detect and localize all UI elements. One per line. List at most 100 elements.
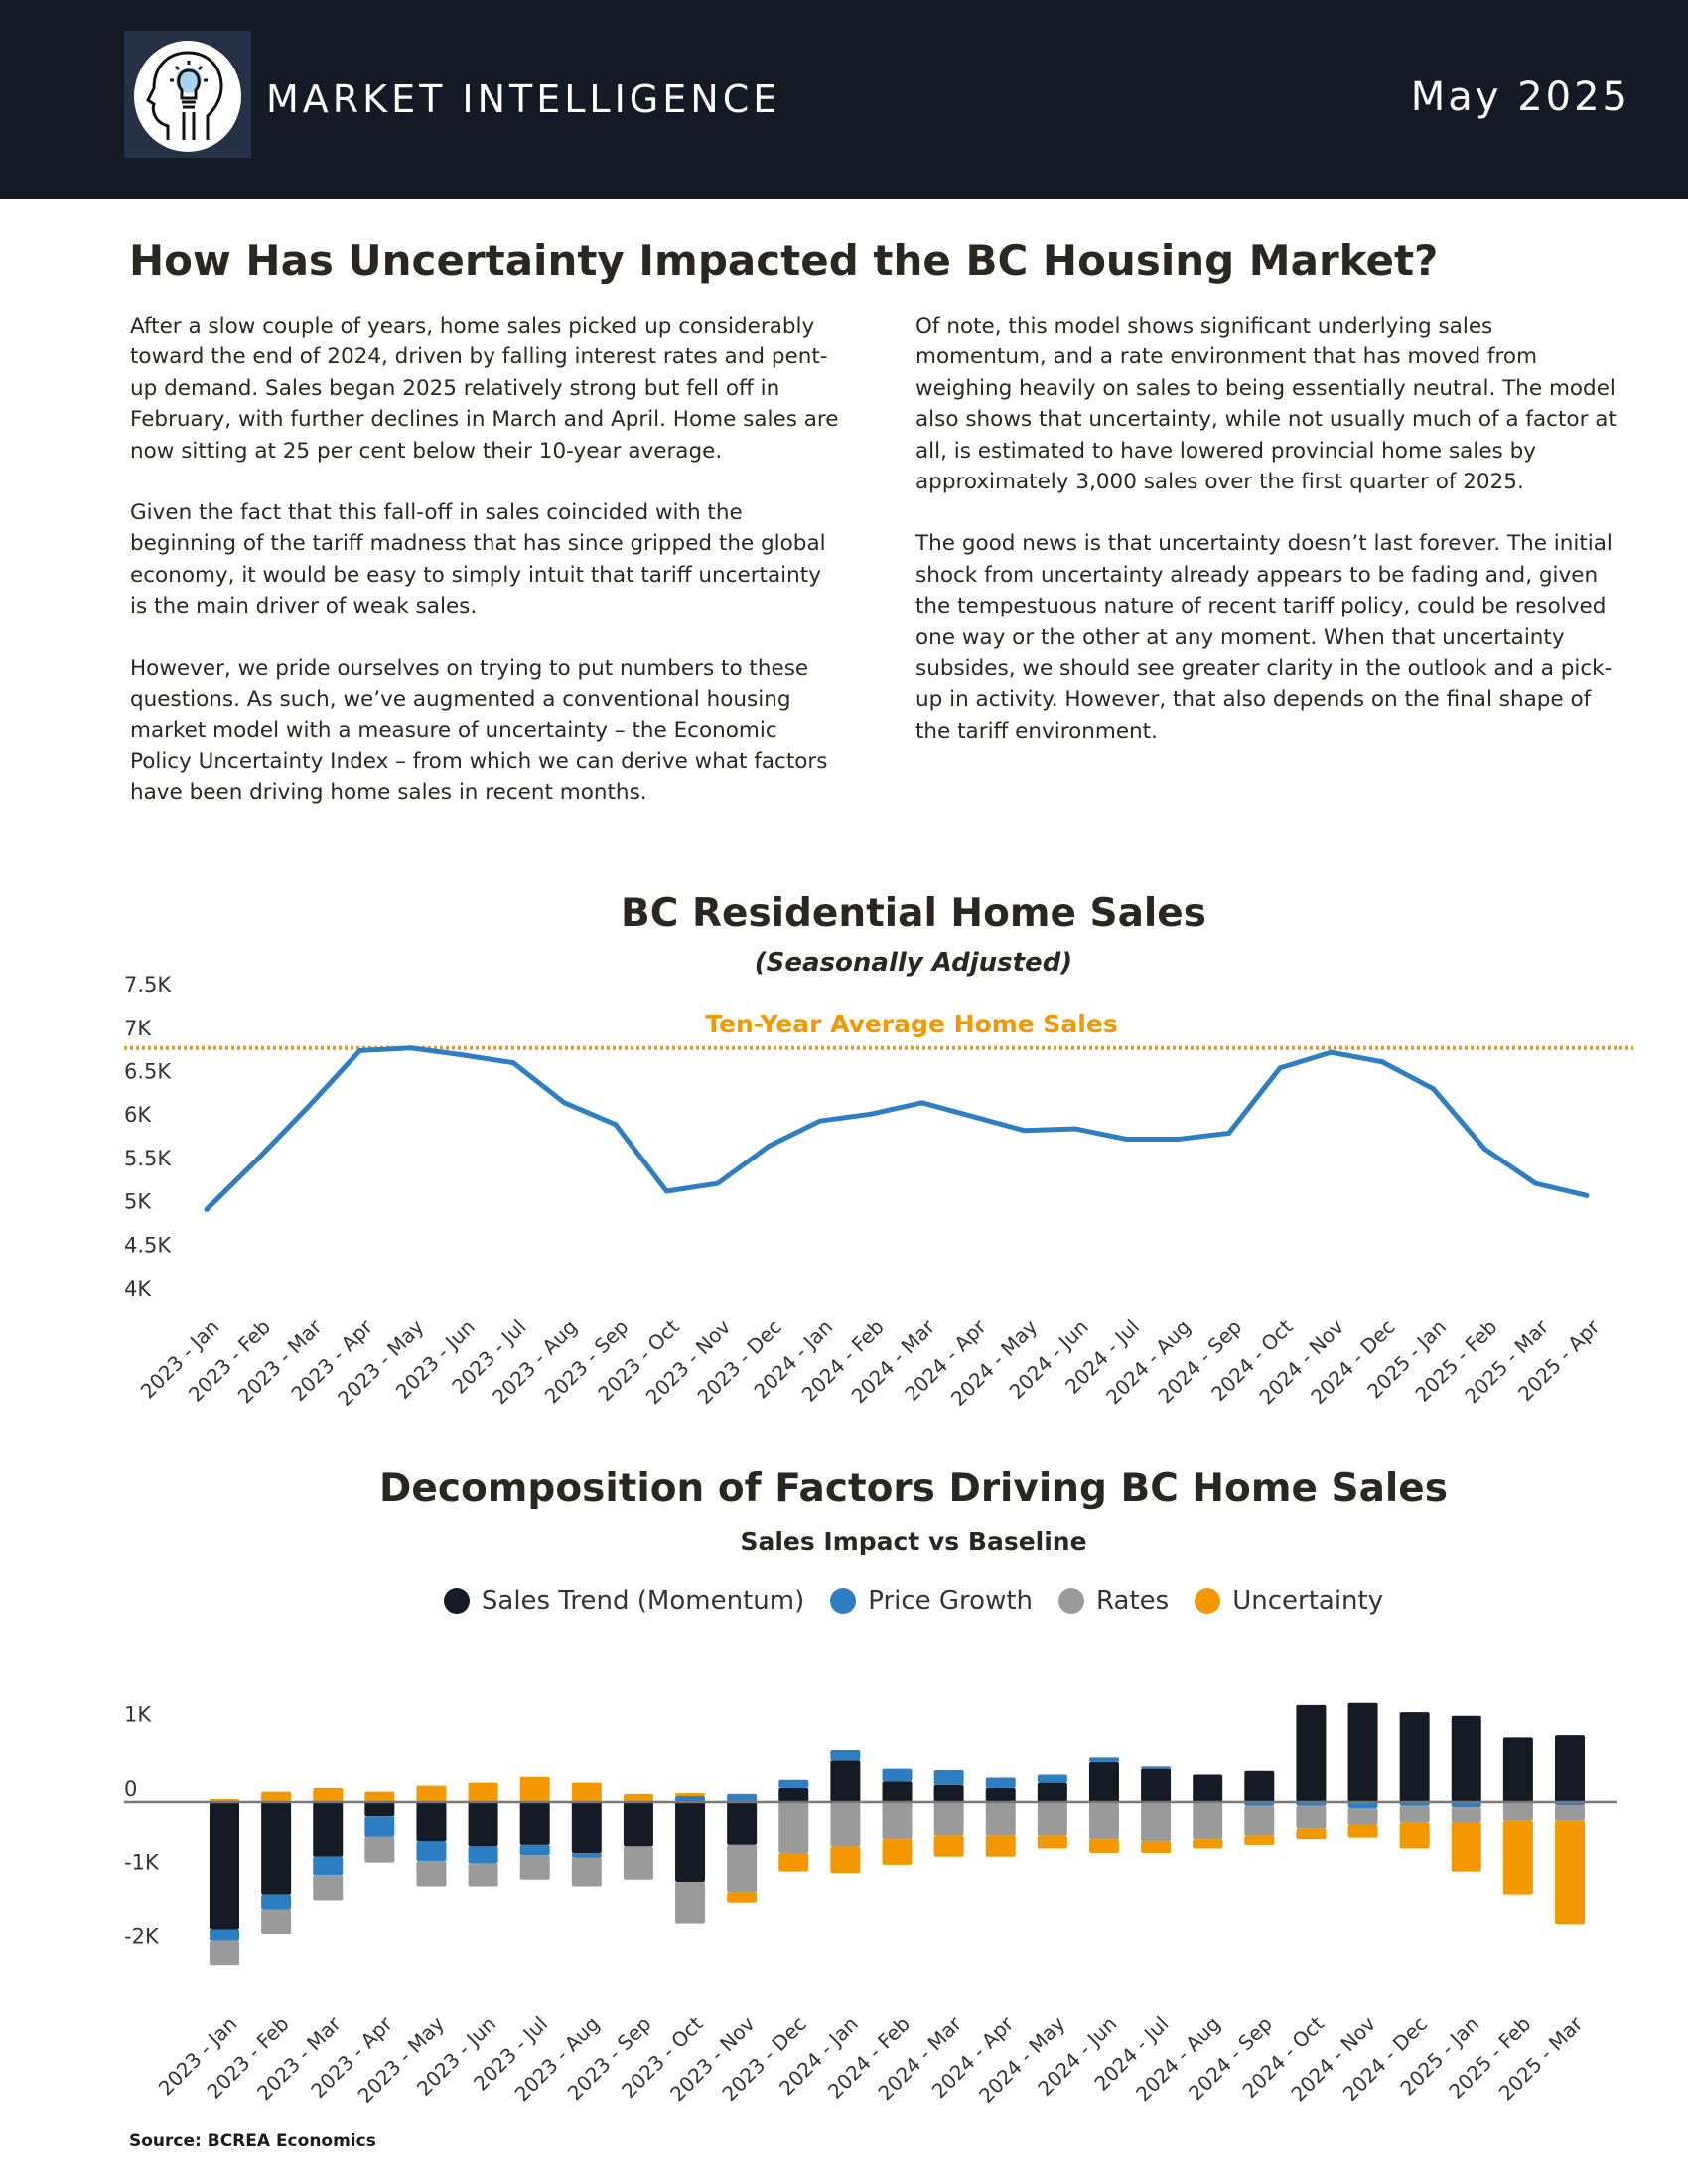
legend-label: Price Growth [868,1586,1034,1616]
data-point [919,1100,925,1106]
legend-item-momentum: Sales Trend (Momentum) [443,1586,804,1616]
bar-segment-uncertainty [882,1839,913,1865]
bar-segment-rates [571,1857,602,1887]
bar-segment-price-growth [727,1793,758,1802]
bar-segment-uncertainty [313,1787,344,1802]
data-point [510,1060,516,1066]
bar-segment-price-growth [571,1853,602,1858]
bar-segment-rates [1141,1802,1172,1842]
bar-segment-uncertainty [1141,1841,1172,1854]
paragraph: The good news is that uncertainty doesn’… [915,531,1613,744]
data-point [1175,1137,1181,1143]
bar-segment-rates [313,1875,344,1901]
data-point [715,1180,721,1186]
data-point [561,1100,567,1106]
data-point [613,1122,619,1128]
y-tick-label: 4.5K [124,1233,172,1257]
bar-segment-uncertainty [985,1835,1016,1857]
bar-segment-price-growth [830,1749,861,1761]
y-tick-label: 6.5K [124,1060,172,1084]
bar-segment-sales-trend-momentum [623,1802,653,1847]
data-point [408,1045,414,1051]
bar-segment-rates [675,1881,706,1924]
bar-segment-price-growth [1088,1757,1119,1762]
bar-segment-price-growth [985,1777,1016,1788]
bar-segment-uncertainty [468,1782,498,1802]
bar-segment-rates [1193,1802,1223,1840]
bar-segment-sales-trend-momentum [1399,1712,1430,1802]
bar-segment-uncertainty [1296,1828,1327,1840]
article-column-right: Of note, this model shows significant un… [915,311,1628,777]
data-point [356,1047,362,1053]
legend-swatch [830,1588,857,1614]
bar-segment-rates [1296,1805,1327,1829]
issue-date: May 2025 [1410,74,1630,120]
y-tick-label: 0 [124,1777,137,1801]
bar-segment-sales-trend-momentum [1296,1704,1327,1802]
bar-segment-price-growth [210,1929,239,1941]
header-bar: MARKET INTELLIGENCE May 2025 [0,0,1688,199]
bar-segment-rates [933,1802,964,1836]
bar-segment-uncertainty [261,1791,292,1802]
paragraph: However, we pride ourselves on trying to… [130,655,828,806]
legend-item-rates: Rates [1058,1586,1169,1616]
bar-segment-price-growth [1141,1766,1172,1769]
bar-segment-sales-trend-momentum [468,1802,498,1847]
bar-segment-sales-trend-momentum [1088,1761,1119,1802]
y-tick-label: 1K [124,1704,152,1727]
bar-segment-price-growth [1347,1802,1378,1808]
data-point [204,1206,210,1212]
data-point [1124,1137,1130,1143]
bar-chart-subtitle: Sales Impact vs Baseline [740,1527,1087,1556]
bar-segment-price-growth [519,1844,550,1856]
bar-segment-uncertainty [933,1835,964,1857]
bar-segment-uncertainty [571,1782,602,1802]
paragraph: Given the fact that this fall-off in sal… [130,500,826,619]
bar-segment-sales-trend-momentum [1451,1715,1481,1802]
bar-segment-price-growth [1451,1802,1481,1808]
bar-segment-rates [1502,1802,1533,1821]
bar-segment-sales-trend-momentum [519,1802,550,1845]
legend-label: Rates [1096,1586,1170,1616]
y-tick-label: 7K [124,1017,152,1040]
data-point [663,1188,669,1194]
bar-chart-title: Decomposition of Factors Driving BC Home… [379,1466,1448,1511]
line-chart-title: BC Residential Home Sales [621,891,1206,936]
bar-segment-rates [364,1836,395,1863]
bar-segment-uncertainty [1451,1822,1481,1872]
bar-chart-legend: Sales Trend (Momentum) Price Growth Rate… [0,1586,1688,1616]
bar-segment-uncertainty [1037,1835,1067,1849]
data-point [1072,1126,1078,1132]
bar-segment-uncertainty [1555,1820,1585,1925]
legend-label: Uncertainty [1232,1586,1384,1616]
bar-segment-rates [1555,1804,1585,1821]
bar-segment-rates [623,1846,653,1880]
y-tick-label: -2K [124,1925,160,1949]
data-point [817,1118,823,1124]
bar-segment-sales-trend-momentum [882,1781,913,1802]
bar-segment-sales-trend-momentum [210,1802,239,1930]
bar-segment-sales-trend-momentum [1141,1768,1172,1802]
bar-segment-uncertainty [1502,1820,1533,1895]
bar-segment-sales-trend-momentum [778,1787,809,1802]
bar-segment-rates [1037,1802,1067,1836]
bar-segment-rates [1399,1805,1430,1823]
legend-item-uncertainty: Uncertainty [1195,1586,1383,1616]
y-tick-label: -1K [124,1850,160,1874]
bar-segment-uncertainty [1347,1825,1378,1838]
bar-segment-price-growth [313,1856,344,1876]
bar-segment-sales-trend-momentum [1555,1735,1585,1802]
bar-segment-sales-trend-momentum [571,1802,602,1854]
bar-segment-price-growth [364,1816,395,1837]
data-point [1379,1059,1385,1065]
bar-segment-uncertainty [1244,1835,1275,1845]
bar-segment-rates [1088,1802,1119,1840]
bar-segment-uncertainty [416,1785,447,1802]
bar-segment-rates [830,1802,861,1847]
brand-name: MARKET INTELLIGENCE [266,77,781,121]
bar-segment-uncertainty [623,1793,653,1802]
bar-segment-rates [416,1861,447,1887]
y-tick-label: 5K [124,1190,152,1214]
bar-segment-uncertainty [778,1853,809,1872]
bar-segment-price-growth [416,1841,447,1862]
